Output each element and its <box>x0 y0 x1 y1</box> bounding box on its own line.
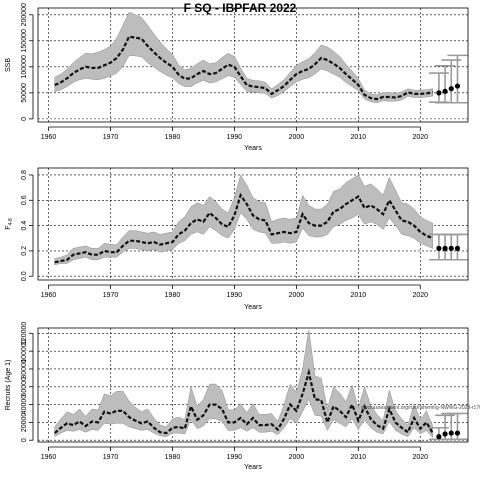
y-tick-label: 50000 <box>21 83 28 103</box>
median-line <box>53 368 434 435</box>
y-tick-label: 60000 <box>21 377 28 397</box>
x-axis-label: Years <box>244 145 262 152</box>
median-line <box>54 192 434 264</box>
forecast-point <box>436 90 442 96</box>
plot-frame <box>37 167 469 281</box>
panel-3: 1960 1970 1980 1990 2000 2010 2020 0 20000400006… <box>5 322 469 471</box>
forecast-point <box>436 434 442 440</box>
y-tick-label: 20000 <box>21 413 28 433</box>
x-tick-label: 2000 <box>289 292 305 299</box>
y-axis-label: SSB <box>5 58 12 72</box>
x-tick-label: 1990 <box>227 292 243 299</box>
y-axis-label-main: SSB <box>5 58 12 72</box>
x-tick-label: 1960 <box>41 292 57 299</box>
forecast-interval <box>447 54 468 104</box>
y-axis-label: F4-8 <box>5 218 14 230</box>
forecast-point <box>448 86 454 92</box>
x-tick-label: 2020 <box>413 292 429 299</box>
confidence-band <box>54 11 433 103</box>
x-tick-label: 1960 <box>41 454 57 461</box>
panel-2: 1960 1970 1980 1990 2000 2010 2020 0.0 0.2 0.4 0.6… <box>5 167 469 311</box>
y-tick-label: 100000 <box>21 339 28 362</box>
y-tick-label: 150000 <box>21 29 28 52</box>
y-axis-label-main: Recruits (Age 1) <box>5 360 12 411</box>
x-tick-label: 1980 <box>165 292 181 299</box>
y-tick-label: 0 <box>21 438 28 442</box>
x-tick-label: 2020 <box>413 454 429 461</box>
forecast-point <box>454 430 461 436</box>
stockassessment-note: stockassessment.org/run/nsherring-NWWG-2… <box>361 405 480 411</box>
x-tick-label: 1980 <box>165 454 181 461</box>
y-tick-label: 40000 <box>21 395 28 415</box>
plot-frame <box>37 7 469 123</box>
y-tick-label: 0.4 <box>21 221 28 231</box>
x-tick-label: 1970 <box>103 292 119 299</box>
y-tick-label: 0.2 <box>21 246 28 256</box>
x-tick-label: 2000 <box>289 454 305 461</box>
panel-1: 1960 1970 1980 1990 2000 2010 2020 0 50000 100000… <box>5 3 469 152</box>
x-tick-label: 2010 <box>351 292 367 299</box>
forecast-point <box>454 83 461 89</box>
median-line <box>54 35 433 101</box>
forecast-point <box>448 245 454 251</box>
x-tick-label: 2010 <box>351 134 367 141</box>
x-tick-label: 2000 <box>289 134 305 141</box>
x-tick-label: 1990 <box>227 134 243 141</box>
panels-group: 1960 1970 1980 1990 2000 2010 2020 0 50000 100000… <box>5 3 480 471</box>
x-axis-label: Years <box>244 304 262 311</box>
y-tick-label: 200000 <box>21 3 28 26</box>
y-tick-label: 80000 <box>21 359 28 379</box>
forecast-point <box>442 245 448 251</box>
forecast-interval <box>435 64 456 104</box>
forecast-interval <box>428 72 449 104</box>
x-tick-label: 2020 <box>413 134 429 141</box>
forecast-point <box>442 431 448 437</box>
x-tick-label: 1990 <box>227 454 243 461</box>
y-axis-label: Recruits (Age 1) <box>5 360 12 411</box>
y-tick-label: 100000 <box>21 55 28 78</box>
forecast-point <box>442 88 448 94</box>
y-tick-label: 0 <box>21 117 28 121</box>
x-axis-label: Years <box>244 464 262 471</box>
y-axis-label-main: F <box>5 225 12 229</box>
y-axis-label-subscript: 4-8 <box>8 218 14 225</box>
x-tick-label: 1970 <box>103 134 119 141</box>
y-tick-label: 0.0 <box>21 271 28 281</box>
plot-frame <box>37 327 469 443</box>
y-tick-label: 0.8 <box>21 170 28 180</box>
y-tick-label: 120000 <box>21 322 28 345</box>
x-tick-label: 1980 <box>165 134 181 141</box>
x-tick-label: 2010 <box>351 454 367 461</box>
forecast-point <box>436 245 442 251</box>
forecast-point <box>448 430 454 436</box>
x-tick-label: 1960 <box>41 134 57 141</box>
y-tick-label: 0.6 <box>21 195 28 205</box>
confidence-band <box>54 329 433 439</box>
x-tick-label: 1970 <box>103 454 119 461</box>
forecast-point <box>454 245 461 251</box>
